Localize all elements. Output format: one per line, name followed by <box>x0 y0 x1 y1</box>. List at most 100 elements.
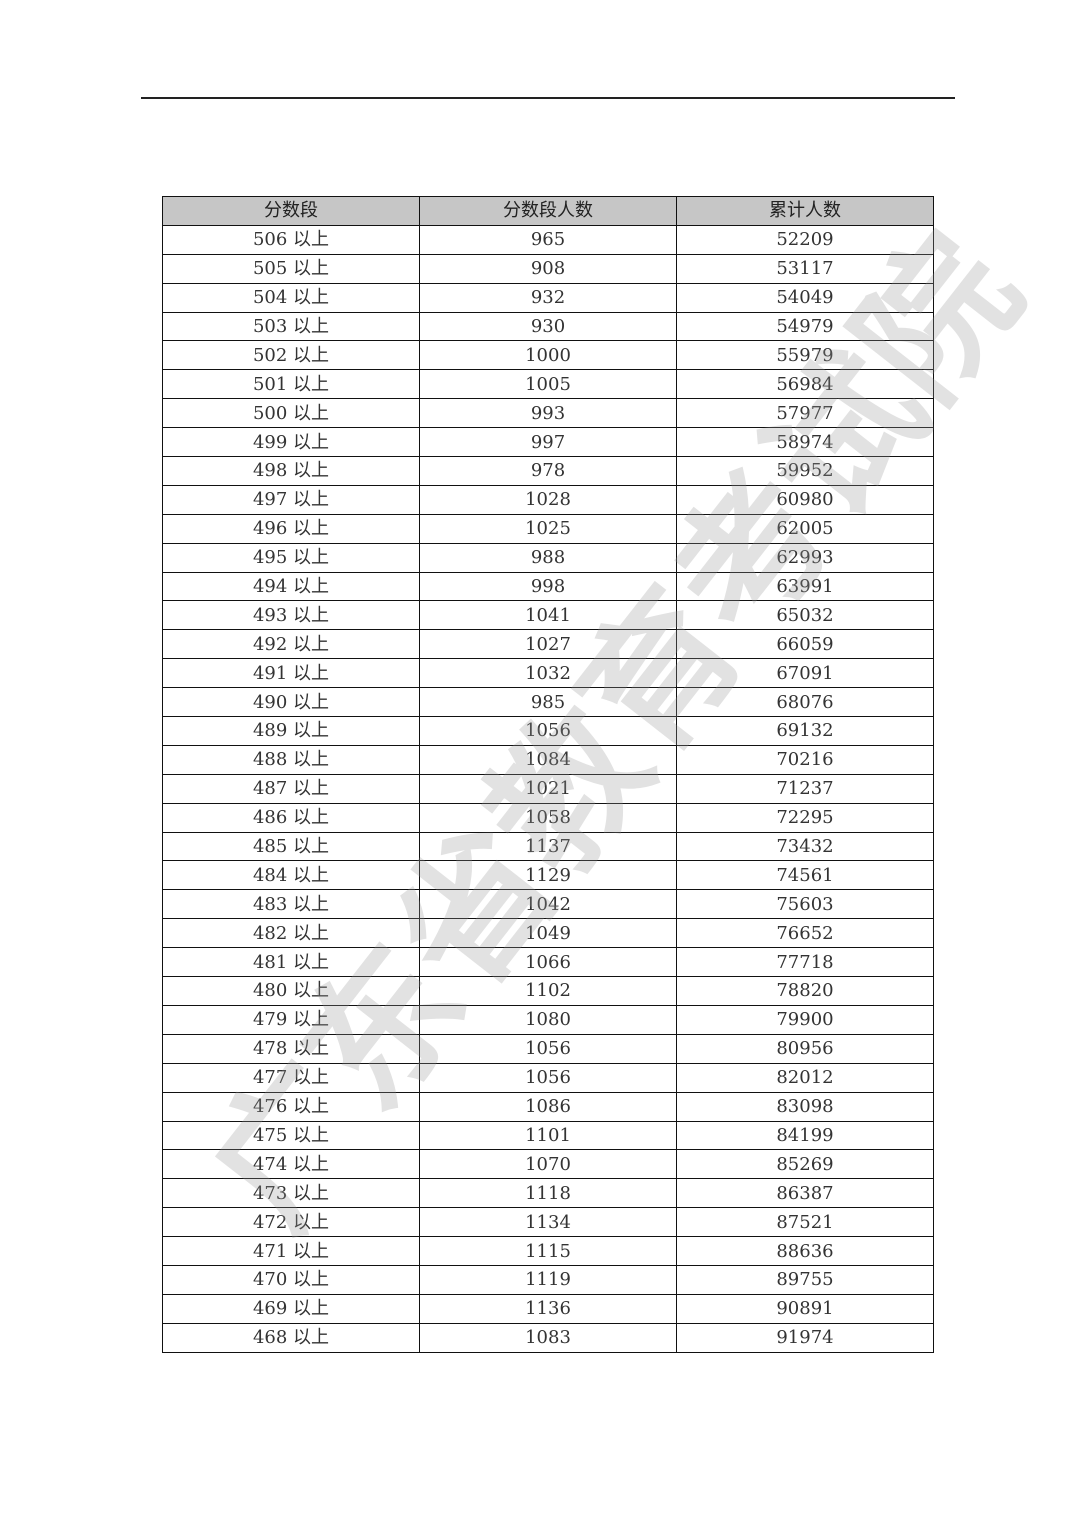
segment-count-cell: 1118 <box>419 1178 677 1209</box>
cumulative-count-cell: 77718 <box>676 947 934 978</box>
score-range-cell: 475 以上 <box>162 1120 420 1151</box>
header-score-range: 分数段 <box>162 196 420 226</box>
table-row: 494 以上 998 63991 <box>162 571 934 602</box>
table-row: 481 以上 1066 77718 <box>162 947 934 978</box>
score-range-cell: 489 以上 <box>162 716 420 746</box>
score-range-cell: 506 以上 <box>162 224 420 255</box>
cumulative-count-cell: 69132 <box>676 716 934 746</box>
table-row: 485 以上 1137 73432 <box>162 831 934 862</box>
cumulative-count-cell: 68076 <box>676 687 934 718</box>
score-range-cell: 470 以上 <box>162 1264 420 1295</box>
table-row: 472 以上 1134 87521 <box>162 1207 934 1238</box>
segment-count-cell: 978 <box>419 456 677 486</box>
score-range-cell: 495 以上 <box>162 542 420 573</box>
table-row: 469 以上 1136 90891 <box>162 1293 934 1324</box>
score-range-cell: 486 以上 <box>162 802 420 833</box>
header-rule <box>141 97 955 99</box>
table-row: 496 以上 1025 62005 <box>162 513 934 544</box>
cumulative-count-cell: 62005 <box>676 513 934 544</box>
score-range-cell: 474 以上 <box>162 1149 420 1180</box>
score-range-cell: 484 以上 <box>162 860 420 891</box>
header-segment-count: 分数段人数 <box>419 196 677 226</box>
cumulative-count-cell: 80956 <box>676 1033 934 1064</box>
score-range-cell: 471 以上 <box>162 1236 420 1266</box>
cumulative-count-cell: 91974 <box>676 1322 934 1353</box>
cumulative-count-cell: 83098 <box>676 1091 934 1122</box>
segment-count-cell: 1028 <box>419 484 677 515</box>
table-row: 498 以上 978 59952 <box>162 456 934 486</box>
segment-count-cell: 1025 <box>419 513 677 544</box>
table-row: 468 以上 1083 91974 <box>162 1322 934 1353</box>
table-row: 501 以上 1005 56984 <box>162 369 934 400</box>
score-range-cell: 491 以上 <box>162 658 420 689</box>
table-row: 476 以上 1086 83098 <box>162 1091 934 1122</box>
segment-count-cell: 1056 <box>419 716 677 746</box>
segment-count-cell: 1137 <box>419 831 677 862</box>
segment-count-cell: 1056 <box>419 1062 677 1093</box>
segment-count-cell: 930 <box>419 311 677 342</box>
table-row: 506 以上 965 52209 <box>162 224 934 255</box>
segment-count-cell: 1049 <box>419 918 677 949</box>
cumulative-count-cell: 85269 <box>676 1149 934 1180</box>
header-cumulative-count: 累计人数 <box>676 196 934 226</box>
cumulative-count-cell: 60980 <box>676 484 934 515</box>
table-row: 473 以上 1118 86387 <box>162 1178 934 1209</box>
segment-count-cell: 1027 <box>419 629 677 660</box>
score-range-cell: 502 以上 <box>162 340 420 371</box>
score-range-cell: 504 以上 <box>162 282 420 313</box>
score-range-cell: 487 以上 <box>162 773 420 804</box>
segment-count-cell: 998 <box>419 571 677 602</box>
segment-count-cell: 908 <box>419 253 677 284</box>
score-range-cell: 494 以上 <box>162 571 420 602</box>
segment-count-cell: 1129 <box>419 860 677 891</box>
table-row: 470 以上 1119 89755 <box>162 1264 934 1295</box>
table-row: 495 以上 988 62993 <box>162 542 934 573</box>
score-range-cell: 501 以上 <box>162 369 420 400</box>
table-header-row: 分数段 分数段人数 累计人数 <box>162 196 934 226</box>
cumulative-count-cell: 54979 <box>676 311 934 342</box>
segment-count-cell: 1058 <box>419 802 677 833</box>
score-range-cell: 478 以上 <box>162 1033 420 1064</box>
table-row: 500 以上 993 57977 <box>162 398 934 429</box>
score-range-cell: 490 以上 <box>162 687 420 718</box>
score-range-cell: 492 以上 <box>162 629 420 660</box>
segment-count-cell: 1005 <box>419 369 677 400</box>
cumulative-count-cell: 58974 <box>676 427 934 458</box>
segment-count-cell: 1136 <box>419 1293 677 1324</box>
table-row: 479 以上 1080 79900 <box>162 1004 934 1035</box>
cumulative-count-cell: 79900 <box>676 1004 934 1035</box>
table-row: 493 以上 1041 65032 <box>162 600 934 631</box>
segment-count-cell: 997 <box>419 427 677 458</box>
table-row: 503 以上 930 54979 <box>162 311 934 342</box>
cumulative-count-cell: 73432 <box>676 831 934 862</box>
table-row: 504 以上 932 54049 <box>162 282 934 313</box>
score-range-cell: 469 以上 <box>162 1293 420 1324</box>
segment-count-cell: 1042 <box>419 889 677 920</box>
cumulative-count-cell: 75603 <box>676 889 934 920</box>
table-row: 486 以上 1058 72295 <box>162 802 934 833</box>
table-row: 487 以上 1021 71237 <box>162 773 934 804</box>
segment-count-cell: 1066 <box>419 947 677 978</box>
cumulative-count-cell: 66059 <box>676 629 934 660</box>
cumulative-count-cell: 56984 <box>676 369 934 400</box>
segment-count-cell: 1041 <box>419 600 677 631</box>
score-range-cell: 496 以上 <box>162 513 420 544</box>
segment-count-cell: 1101 <box>419 1120 677 1151</box>
cumulative-count-cell: 76652 <box>676 918 934 949</box>
score-range-cell: 479 以上 <box>162 1004 420 1035</box>
score-range-cell: 497 以上 <box>162 484 420 515</box>
cumulative-count-cell: 65032 <box>676 600 934 631</box>
score-range-cell: 498 以上 <box>162 456 420 486</box>
cumulative-count-cell: 67091 <box>676 658 934 689</box>
segment-count-cell: 988 <box>419 542 677 573</box>
cumulative-count-cell: 90891 <box>676 1293 934 1324</box>
cumulative-count-cell: 86387 <box>676 1178 934 1209</box>
segment-count-cell: 932 <box>419 282 677 313</box>
cumulative-count-cell: 89755 <box>676 1264 934 1295</box>
cumulative-count-cell: 78820 <box>676 976 934 1006</box>
segment-count-cell: 1134 <box>419 1207 677 1238</box>
cumulative-count-cell: 59952 <box>676 456 934 486</box>
score-range-cell: 485 以上 <box>162 831 420 862</box>
segment-count-cell: 993 <box>419 398 677 429</box>
segment-count-cell: 1080 <box>419 1004 677 1035</box>
